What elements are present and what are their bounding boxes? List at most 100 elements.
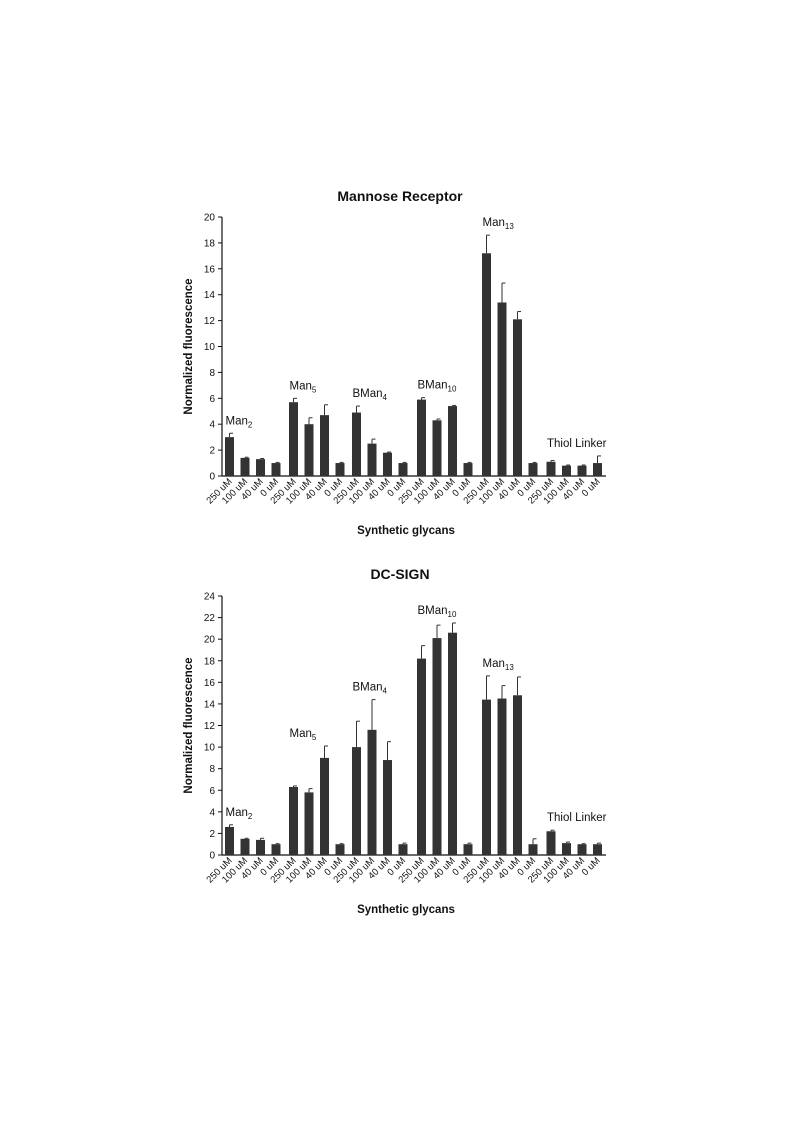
y-tick-label: 18 [204, 656, 216, 667]
y-tick-label: 12 [204, 316, 216, 327]
bar [383, 760, 392, 855]
bar [562, 465, 571, 476]
y-tick-label: 16 [204, 678, 216, 689]
bar [289, 402, 298, 476]
bar [546, 461, 556, 476]
bar [335, 463, 345, 476]
group-label: Man13 [483, 658, 515, 672]
bar [240, 838, 250, 855]
y-tick-label: 6 [209, 394, 215, 405]
x-tick-label: 0 uM [580, 855, 603, 878]
x-tick-label: 0 uM [580, 476, 603, 499]
bar [497, 302, 507, 476]
group-label: Man2 [226, 415, 253, 429]
y-tick-label: 14 [204, 699, 216, 710]
group-label-subscript: 2 [248, 420, 253, 429]
y-tick-label: 10 [204, 743, 216, 754]
y-tick-label: 6 [209, 786, 215, 797]
bar [528, 844, 538, 855]
bar [398, 844, 408, 855]
y-axis-title: Normalized fluorescence [183, 278, 195, 414]
bar [320, 757, 329, 855]
group-label-base: Man [226, 807, 248, 819]
y-tick-label: 16 [204, 264, 216, 275]
group-label-subscript: 4 [383, 687, 388, 696]
bar [367, 443, 377, 476]
bar [546, 831, 556, 855]
group-label-base: BMan [353, 388, 383, 400]
group-label: Man13 [483, 217, 515, 231]
group-label: Man5 [290, 380, 317, 394]
y-tick-label: 8 [209, 368, 215, 379]
group-label-subscript: 10 [448, 610, 457, 619]
chart-title: Mannose Receptor [337, 188, 463, 204]
group-label: BMan10 [418, 605, 457, 619]
x-axis-title: Synthetic glycans [357, 525, 455, 537]
bar [448, 632, 457, 855]
group-label-subscript: 5 [312, 385, 317, 394]
group-label: BMan10 [418, 380, 457, 394]
bar [482, 699, 491, 855]
y-tick-label: 4 [209, 420, 215, 431]
bar [562, 843, 571, 855]
bar [225, 437, 234, 476]
bar [320, 415, 329, 476]
y-tick-label: 2 [209, 829, 215, 840]
group-label-base: Man [483, 658, 505, 670]
bar [528, 463, 538, 476]
group-label: Man2 [226, 807, 253, 821]
group-label-subscript: 10 [448, 385, 457, 394]
group-label: Thiol Linker [547, 812, 607, 824]
y-tick-label: 14 [204, 290, 216, 301]
bar [352, 747, 361, 855]
y-tick-label: 22 [204, 613, 216, 624]
group-label-base: BMan [353, 682, 383, 694]
bar [256, 459, 265, 476]
chart-title: DC-SIGN [370, 566, 429, 582]
bar [417, 658, 426, 855]
bar [463, 463, 473, 476]
group-label: BMan4 [353, 682, 388, 696]
bar [513, 695, 522, 855]
bar [335, 844, 345, 855]
group-label-base: BMan [418, 605, 448, 617]
bar [448, 406, 457, 476]
y-tick-label: 20 [204, 213, 216, 224]
bar [304, 792, 314, 855]
bar [289, 787, 298, 855]
group-label-base: Man [226, 415, 248, 427]
bar [432, 420, 442, 476]
y-tick-label: 0 [209, 472, 215, 483]
y-tick-label: 18 [204, 238, 216, 249]
y-tick-label: 4 [209, 807, 215, 818]
bar [513, 319, 522, 476]
bar [577, 844, 587, 855]
group-label: Man5 [290, 728, 317, 742]
group-label-subscript: 13 [505, 222, 514, 231]
bar [367, 729, 377, 855]
bar [463, 844, 473, 855]
bar [256, 839, 265, 855]
y-tick-label: 24 [204, 592, 216, 603]
bar [577, 465, 587, 476]
bar [271, 463, 281, 476]
bar [593, 463, 602, 476]
bar [304, 424, 314, 476]
group-label-subscript: 2 [248, 812, 253, 821]
y-tick-label: 0 [209, 851, 215, 862]
y-tick-label: 8 [209, 764, 215, 775]
group-label-subscript: 13 [505, 663, 514, 672]
bar [432, 638, 442, 855]
